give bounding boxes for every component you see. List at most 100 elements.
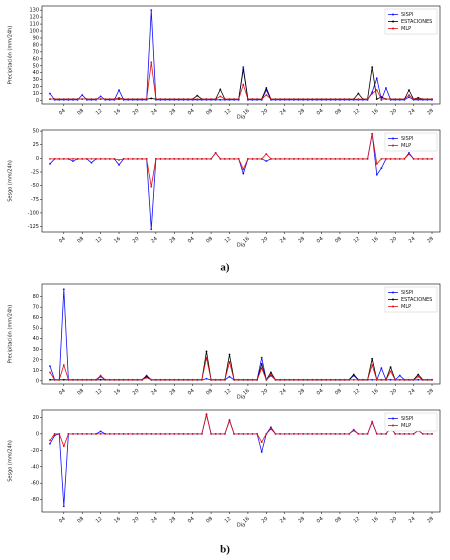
point (251, 158, 254, 160)
x-tick-label: 04 (187, 236, 196, 245)
legend-label: MLP (401, 143, 411, 149)
point (375, 162, 378, 165)
point (375, 98, 378, 101)
legend-label: SISPI (401, 416, 413, 422)
point (99, 430, 102, 433)
point (394, 432, 397, 435)
point (136, 432, 139, 435)
point (306, 378, 309, 381)
y-tick-label: 50 (33, 129, 39, 135)
point (288, 378, 291, 381)
point (150, 185, 153, 188)
point (339, 158, 341, 160)
point (270, 428, 272, 430)
point (279, 98, 282, 101)
point (150, 61, 153, 64)
x-tick-label: 08 (334, 388, 343, 397)
point (251, 378, 254, 381)
point (159, 158, 162, 160)
x-tick-label: 20 (132, 388, 141, 397)
point (242, 83, 245, 86)
point (136, 378, 139, 381)
point (177, 378, 180, 381)
point (334, 158, 337, 160)
point (154, 432, 157, 435)
point (90, 378, 93, 381)
legend-marker (392, 417, 394, 420)
series-line (49, 289, 432, 381)
point (320, 158, 323, 160)
point (297, 98, 300, 101)
x-tick-label: 24 (150, 108, 159, 117)
point (85, 378, 88, 381)
point (118, 378, 120, 381)
point (242, 66, 245, 69)
x-tick-label: 24 (150, 236, 159, 245)
x-tick-label: 04 (58, 236, 67, 245)
point (85, 158, 88, 160)
point (131, 378, 134, 381)
legend-marker (392, 27, 394, 30)
point (274, 98, 277, 101)
point (260, 441, 263, 443)
point (242, 172, 245, 175)
point (67, 378, 70, 381)
x-tick-label: 24 (279, 236, 288, 245)
point (417, 375, 420, 378)
x-tick-label: 16 (113, 108, 122, 117)
point (76, 432, 79, 435)
point (81, 94, 84, 96)
point (366, 158, 369, 160)
y-tick-label: 20 (33, 415, 39, 421)
x-tick-label: 16 (371, 108, 380, 117)
x-tick-label: 28 (168, 108, 177, 117)
x-axis-label: Dia (237, 395, 245, 401)
point (260, 98, 263, 101)
x-tick-label: 16 (371, 236, 380, 245)
point (95, 432, 97, 435)
point (371, 91, 374, 94)
point (260, 356, 263, 359)
point (159, 378, 162, 381)
point (191, 378, 194, 381)
point (316, 378, 318, 381)
point (256, 378, 259, 381)
y-tick-label: 0 (36, 156, 39, 162)
point (237, 432, 240, 435)
caption: b) (220, 544, 230, 556)
point (279, 378, 282, 381)
point (118, 164, 120, 166)
point (431, 378, 433, 381)
point (81, 98, 84, 101)
point (53, 378, 56, 381)
y-tick-label: 130 (29, 8, 39, 14)
point (311, 158, 314, 160)
point (145, 432, 148, 435)
point (325, 98, 328, 101)
legend-label: MLP (401, 423, 411, 429)
point (136, 158, 139, 160)
x-tick-label: 24 (408, 236, 417, 245)
point (385, 378, 387, 381)
point (187, 432, 189, 435)
point (196, 158, 199, 160)
point (329, 158, 332, 160)
point (85, 432, 88, 435)
point (228, 98, 231, 101)
legend-label: SISPI (401, 290, 413, 296)
point (196, 94, 199, 97)
point (408, 432, 410, 435)
point (251, 98, 254, 101)
point (431, 158, 433, 160)
x-tick-label: 28 (297, 108, 306, 117)
point (325, 432, 328, 435)
point (196, 98, 199, 101)
point (325, 378, 328, 381)
point (366, 432, 369, 435)
point (247, 432, 249, 435)
point (219, 98, 222, 101)
point (389, 158, 392, 160)
point (362, 98, 364, 101)
x-tick-label: 12 (95, 388, 104, 397)
point (122, 432, 125, 435)
